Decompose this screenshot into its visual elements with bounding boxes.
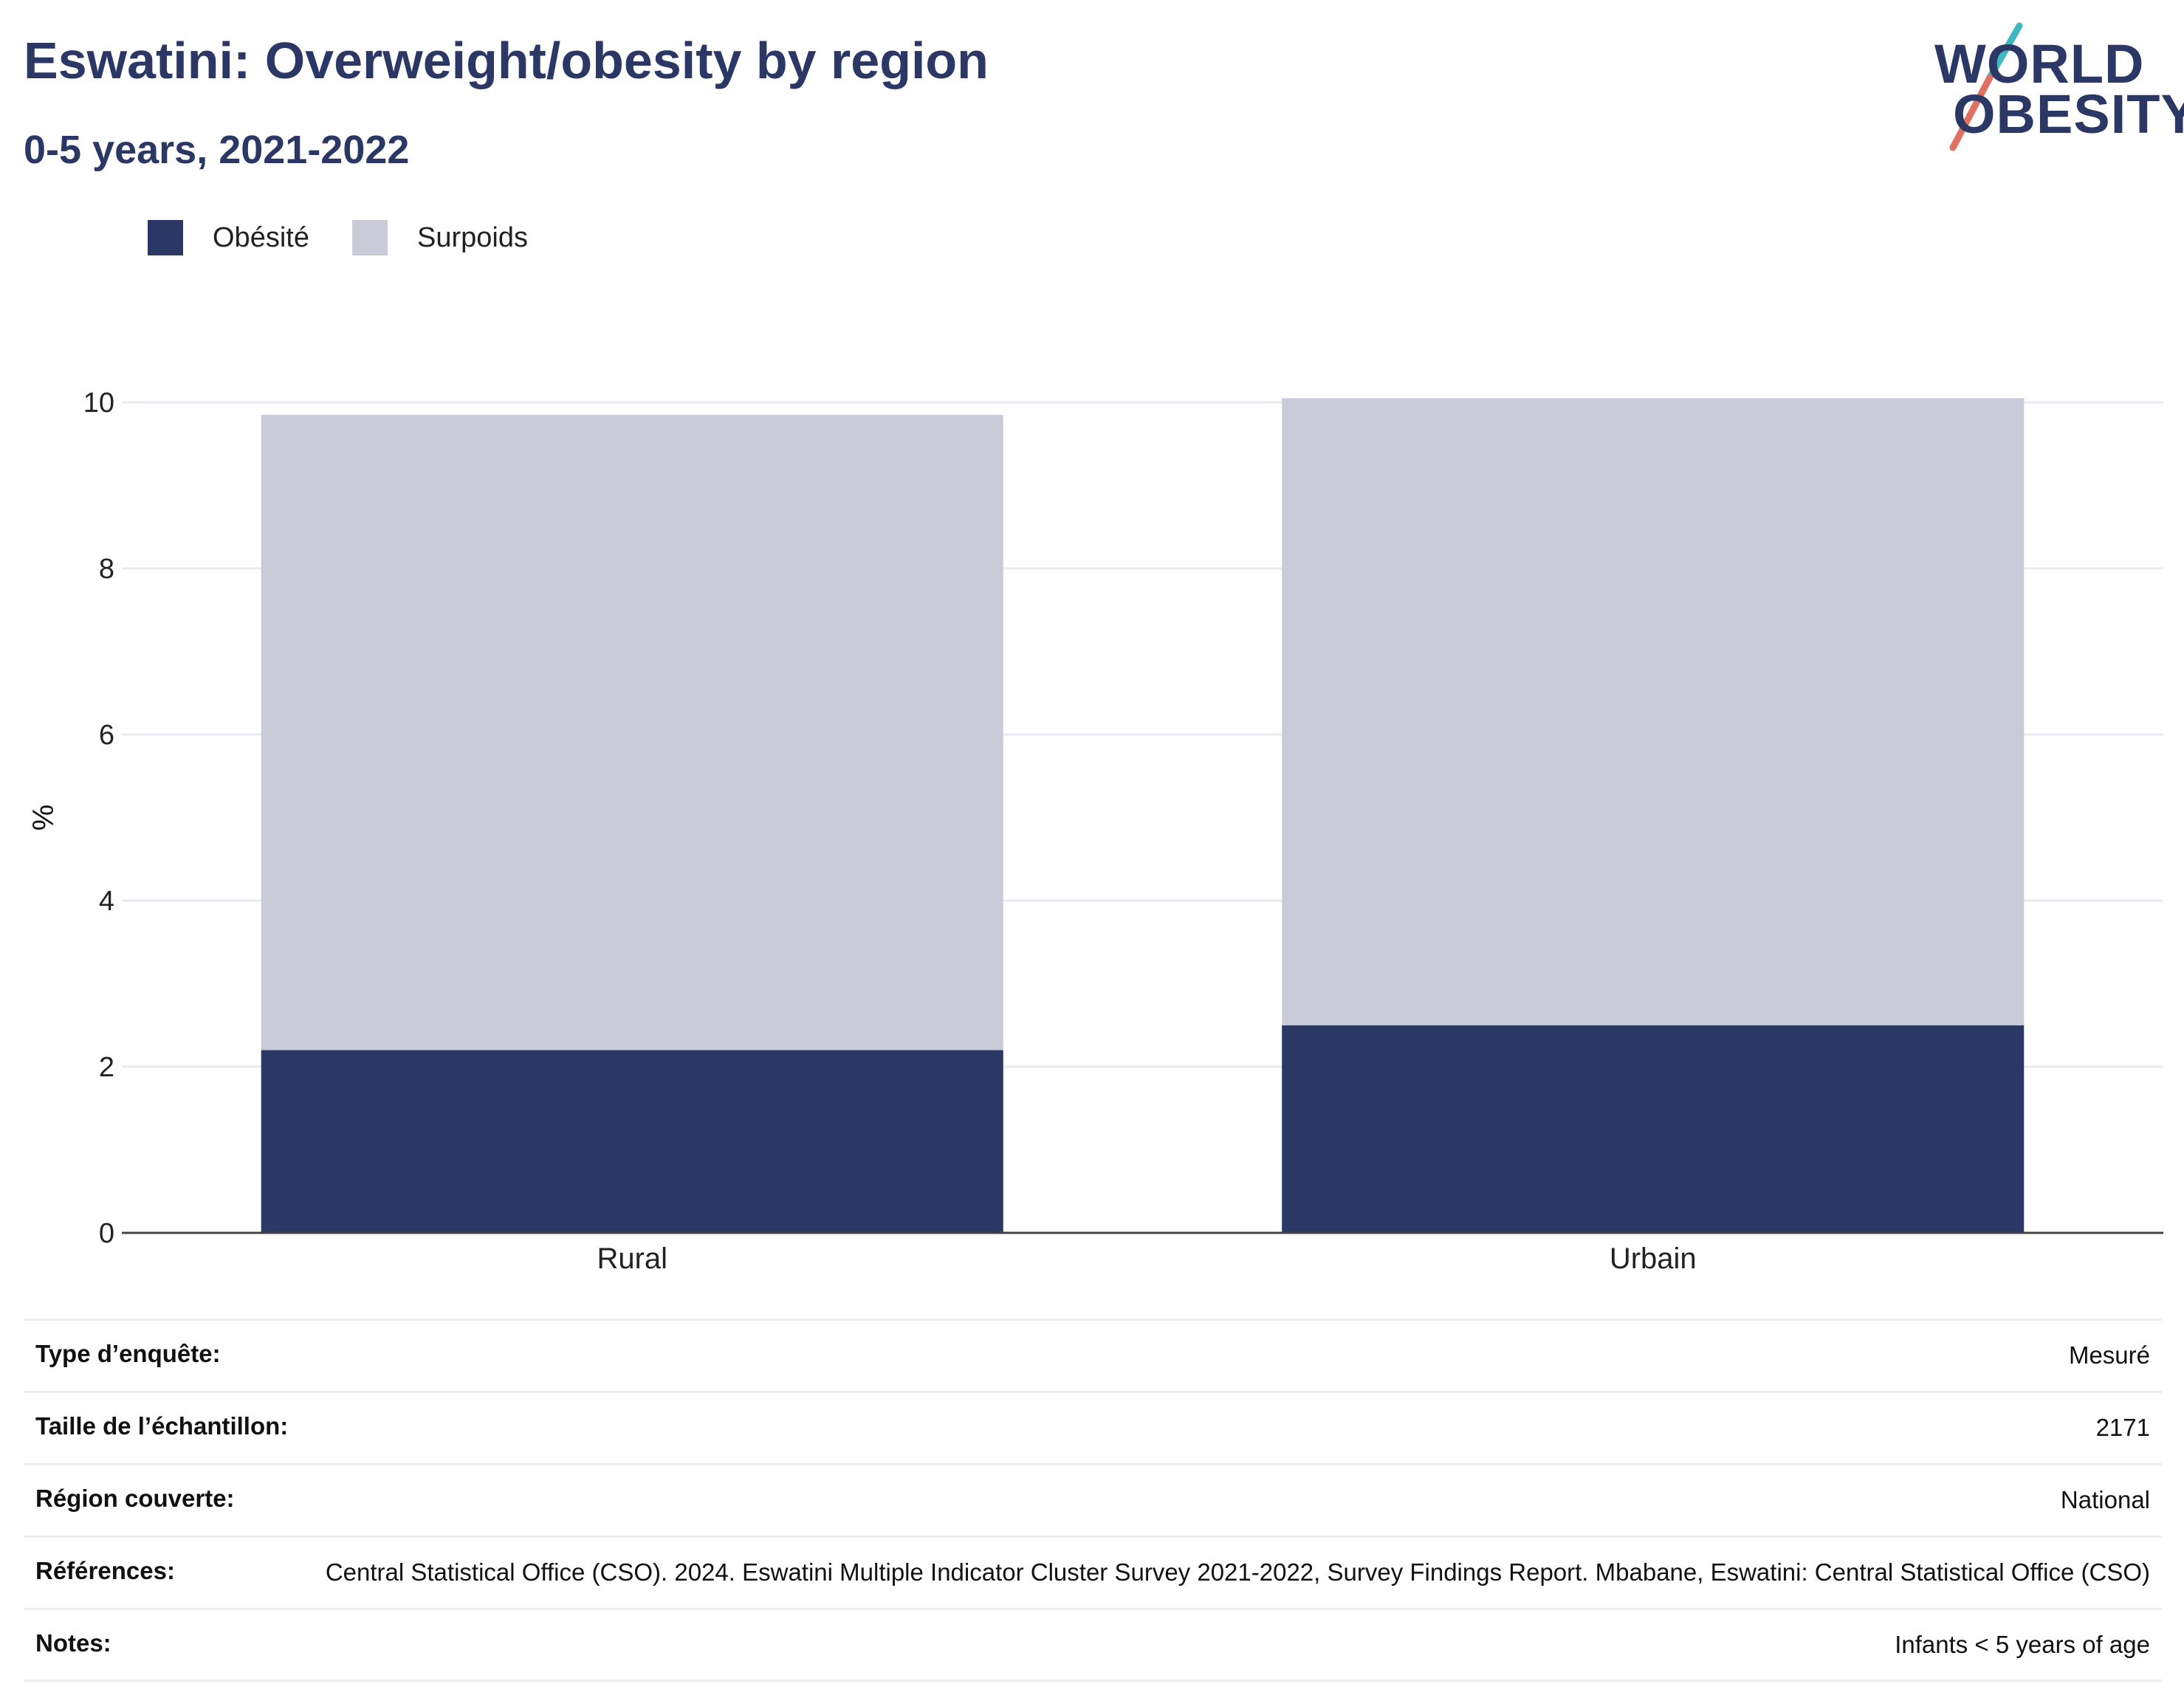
bar-urbain-obesite (1282, 1025, 2025, 1233)
y-tick-label: 4 (99, 886, 114, 917)
bar-urbain-surpoids (1282, 398, 2025, 1025)
logo-slash-icon (1949, 22, 2023, 151)
chart-legend: Obésité Surpoids (148, 220, 571, 255)
legend-item-obesite: Obésité (148, 220, 309, 255)
legend-label-obesite: Obésité (213, 221, 309, 253)
info-value: Mesuré (301, 1318, 2162, 1392)
info-value: National (301, 1462, 2162, 1537)
logo-word-obesity: OBESITY (1953, 83, 2184, 145)
legend-swatch-surpoids (351, 220, 388, 255)
bar-rural-surpoids (261, 414, 1003, 1051)
info-row-region: Région couverte: National (24, 1462, 2162, 1537)
info-label: Taille de l’échantillon: (24, 1390, 302, 1465)
chart-title: Eswatini: Overweight/obesity by region (24, 32, 989, 89)
info-value: 2171 (301, 1390, 2162, 1465)
info-label: Références: (24, 1535, 302, 1609)
y-tick-label: 8 (99, 554, 114, 585)
chart-subtitle: 0-5 years, 2021-2022 (24, 128, 410, 172)
info-row-survey-type: Type d’enquête: Mesuré (24, 1318, 2162, 1392)
y-tick-label: 2 (99, 1052, 114, 1083)
info-label: Région couverte: (24, 1462, 302, 1537)
world-obesity-logo: WORLD OBESITY (1920, 22, 2184, 155)
survey-info-table: Type d’enquête: Mesuré Taille de l’échan… (24, 1318, 2162, 1682)
info-row-notes: Notes: Infants < 5 years of age (24, 1607, 2162, 1682)
y-tick-label: 0 (99, 1218, 114, 1249)
y-tick-label: 6 (99, 720, 114, 751)
x-tick-label: Urbain (1610, 1242, 1697, 1275)
info-label: Type d’enquête: (24, 1318, 302, 1392)
bar-rural-obesite (261, 1050, 1003, 1233)
y-tick-label: 10 (83, 388, 114, 419)
stacked-bar-chart: 0 2 4 6 8 10% Rural Urbain (27, 388, 2163, 1275)
info-value: Central Statistical Office (CSO). 2024. … (301, 1535, 2162, 1609)
x-tick-label: Rural (597, 1242, 667, 1275)
logo-word-world: WORLD (1934, 33, 2145, 94)
legend-item-surpoids: Surpoids (351, 220, 528, 255)
legend-swatch-obesite (148, 220, 183, 255)
legend-label-surpoids: Surpoids (416, 221, 528, 253)
y-axis-label: % (27, 805, 60, 831)
info-value: Infants < 5 years of age (301, 1607, 2162, 1682)
info-label: Notes: (24, 1607, 302, 1682)
info-row-sample-size: Taille de l’échantillon: 2171 (24, 1390, 2162, 1465)
info-row-references: Références: Central Statistical Office (… (24, 1535, 2162, 1609)
